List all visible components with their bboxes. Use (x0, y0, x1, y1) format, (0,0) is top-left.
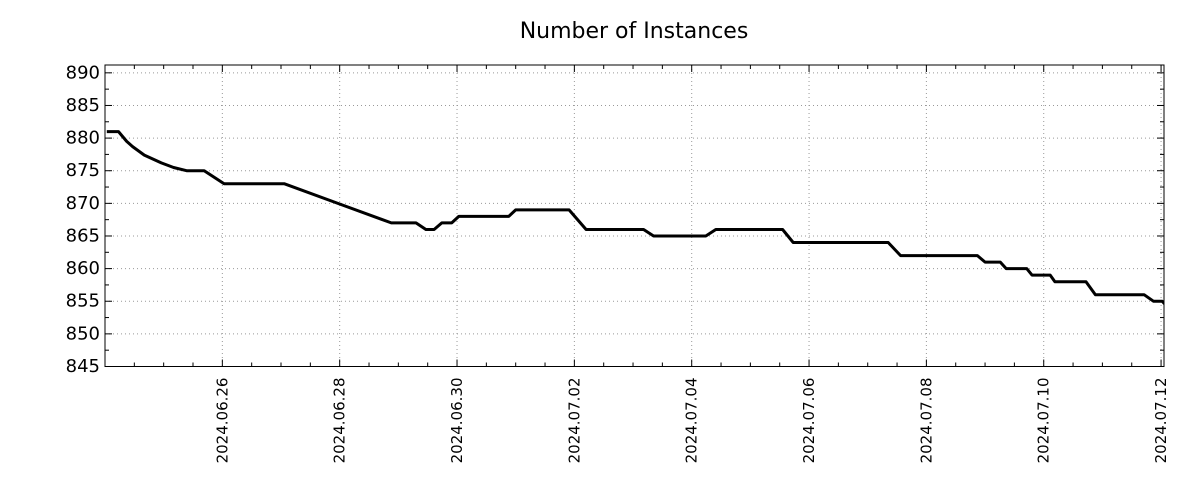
series-line (106, 130, 1164, 305)
x-tick-label: 2024.07.06 (800, 378, 818, 464)
y-tick-label: 890 (66, 62, 100, 83)
y-tick-label: 860 (66, 258, 100, 279)
x-tick-label: 2024.07.04 (683, 378, 701, 464)
grid-layer (105, 65, 1164, 367)
y-tick-label: 845 (66, 356, 100, 377)
y-tick-label: 880 (66, 128, 100, 149)
axis-layer (104, 64, 1165, 367)
y-tick-label: 850 (66, 323, 100, 344)
x-tick-label: 2024.07.10 (1035, 378, 1053, 464)
plot-border (104, 64, 1165, 367)
x-tick-label: 2024.06.26 (213, 378, 231, 464)
y-tick-label: 875 (66, 160, 100, 181)
label-layer: 845 850 855 860 865 870 875 880 885 890 2024.06.26… (66, 62, 1170, 463)
x-tick-label: 2024.07.08 (917, 378, 935, 464)
x-tick-label: 2024.07.12 (1152, 378, 1170, 464)
x-tick-label: 2024.07.02 (565, 378, 583, 464)
x-tick-label: 2024.06.28 (331, 378, 349, 464)
y-tick-label: 885 (66, 95, 100, 116)
y-tick-label: 865 (66, 225, 100, 246)
chart-title: Number of Instances (520, 19, 749, 44)
series-layer (106, 130, 1164, 305)
y-tick-label: 855 (66, 291, 100, 312)
y-tick-label: 870 (66, 193, 100, 214)
x-tick-label: 2024.06.30 (448, 378, 466, 464)
